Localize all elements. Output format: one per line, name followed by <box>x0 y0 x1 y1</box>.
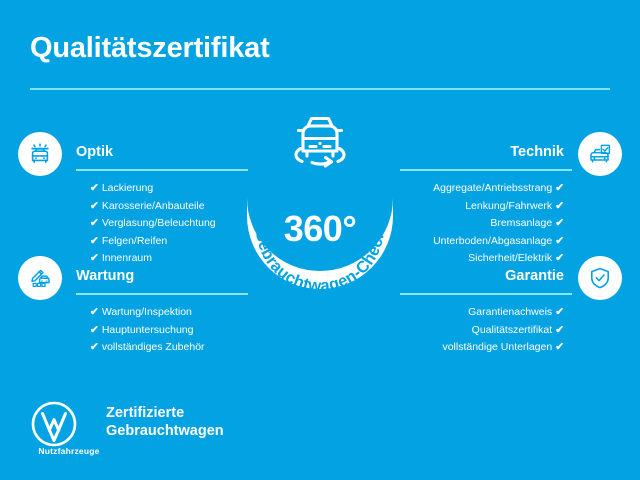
list-item-label: Bremsanlage <box>490 217 553 229</box>
check-icon: ✔ <box>555 252 564 264</box>
check-icon: ✔ <box>555 341 564 353</box>
list-item: ✔ Hauptuntersuchung <box>90 322 205 338</box>
list-item: Aggregate/Antriebsstrang ✔ <box>433 180 564 196</box>
list-item-label: Qualitätszertifikat <box>471 323 553 336</box>
list-item-label: Hauptuntersuchung <box>101 323 194 336</box>
list-item: vollständige Unterlagen ✔ <box>442 339 564 355</box>
list-item: Unterboden/Abgasanlage ✔ <box>433 233 564 249</box>
check-icon: ✔ <box>555 217 564 229</box>
section-divider-technik <box>400 169 572 171</box>
car-checkbox-icon <box>578 132 622 176</box>
badge-360-gebrauchtwagen-check: Gebrauchtwagen-Check 360° <box>229 108 411 308</box>
check-icon: ✔ <box>90 182 99 194</box>
vw-logo-subtitle: Nutzfahrzeuge <box>38 446 100 456</box>
check-icon: ✔ <box>90 199 99 212</box>
footer-claim-line1: Zertifizierte <box>106 405 185 421</box>
list-item-label: vollständiges Zubehör <box>101 341 205 353</box>
list-item-label: vollständige Unterlagen <box>442 341 553 353</box>
list-item-label: Felgen/Reifen <box>101 234 168 247</box>
section-divider-optik <box>76 169 248 171</box>
footer-claim-line2: Gebrauchtwagen <box>106 423 224 439</box>
check-icon: ✔ <box>555 199 564 212</box>
car-rotate-icon <box>278 108 362 174</box>
check-icon: ✔ <box>90 306 99 318</box>
title-divider <box>30 88 610 90</box>
list-item-label: Innenraum <box>101 252 153 264</box>
list-item-label: Verglasung/Beleuchtung <box>101 217 216 229</box>
list-item-label: Wartung/Inspektion <box>101 306 192 318</box>
list-item-label: Garantienachweis <box>468 306 553 318</box>
list-item: ✔ Verglasung/Beleuchtung <box>90 215 216 231</box>
footer-claim: Zertifizierte Gebrauchtwagen <box>106 404 224 440</box>
list-item: Lenkung/Fahrwerk ✔ <box>433 198 564 214</box>
list-item: ✔ Innenraum <box>90 250 216 266</box>
list-item-label: Lenkung/Fahrwerk <box>465 199 553 212</box>
list-item: Sicherheit/Elektrik ✔ <box>433 250 564 266</box>
section-divider-garantie <box>400 293 572 295</box>
check-icon: ✔ <box>90 341 99 353</box>
list-item-label: Sicherheit/Elektrik <box>468 252 553 264</box>
badge-center-label: 360° <box>283 208 357 249</box>
section-list-garantie: Garantienachweis ✔ Qualitätszertifikat ✔ v… <box>442 304 564 357</box>
check-icon: ✔ <box>90 217 99 229</box>
section-divider-wartung <box>76 293 248 295</box>
footer: Nutzfahrzeuge Zertifizierte Gebrauchtwag… <box>30 398 350 460</box>
section-title-garantie: Garantie <box>505 268 564 284</box>
check-icon: ✔ <box>555 306 564 318</box>
vw-logo-icon <box>30 400 78 448</box>
section-list-wartung: ✔ Wartung/Inspektion ✔ Hauptuntersuchung ✔… <box>90 304 205 357</box>
list-item-label: Aggregate/Antriebsstrang <box>433 182 553 194</box>
service-pen-car-icon <box>18 256 62 300</box>
section-title-technik: Technik <box>510 144 564 160</box>
list-item-label: Karosserie/Anbauteile <box>101 199 205 212</box>
list-item: Qualitätszertifikat ✔ <box>442 322 564 338</box>
list-item-label: Lackierung <box>101 182 154 194</box>
check-icon: ✔ <box>555 182 564 194</box>
section-list-technik: Aggregate/Antriebsstrang ✔ Lenkung/Fahrwe… <box>433 180 564 268</box>
section-title-optik: Optik <box>76 144 114 160</box>
badge-ring: Gebrauchtwagen-Check <box>229 166 411 308</box>
list-item: ✔ Lackierung <box>90 180 216 196</box>
check-icon: ✔ <box>555 323 564 336</box>
car-wash-icon <box>18 132 62 176</box>
list-item: ✔ vollständiges Zubehör <box>90 339 205 355</box>
section-list-optik: ✔ Lackierung ✔ Karosserie/Anbauteile ✔ Verg… <box>90 180 216 268</box>
list-item: ✔ Wartung/Inspektion <box>90 304 205 320</box>
list-item: ✔ Felgen/Reifen <box>90 233 216 249</box>
shield-check-icon <box>578 256 622 300</box>
page-title: Qualitätszertifikat <box>30 32 270 64</box>
list-item: Bremsanlage ✔ <box>433 215 564 231</box>
check-icon: ✔ <box>90 234 99 247</box>
check-icon: ✔ <box>555 234 564 247</box>
list-item: Garantienachweis ✔ <box>442 304 564 320</box>
list-item: ✔ Karosserie/Anbauteile <box>90 198 216 214</box>
check-icon: ✔ <box>90 252 99 264</box>
list-item-label: Unterboden/Abgasanlage <box>433 234 553 247</box>
section-title-wartung: Wartung <box>76 268 135 284</box>
check-icon: ✔ <box>90 323 99 336</box>
